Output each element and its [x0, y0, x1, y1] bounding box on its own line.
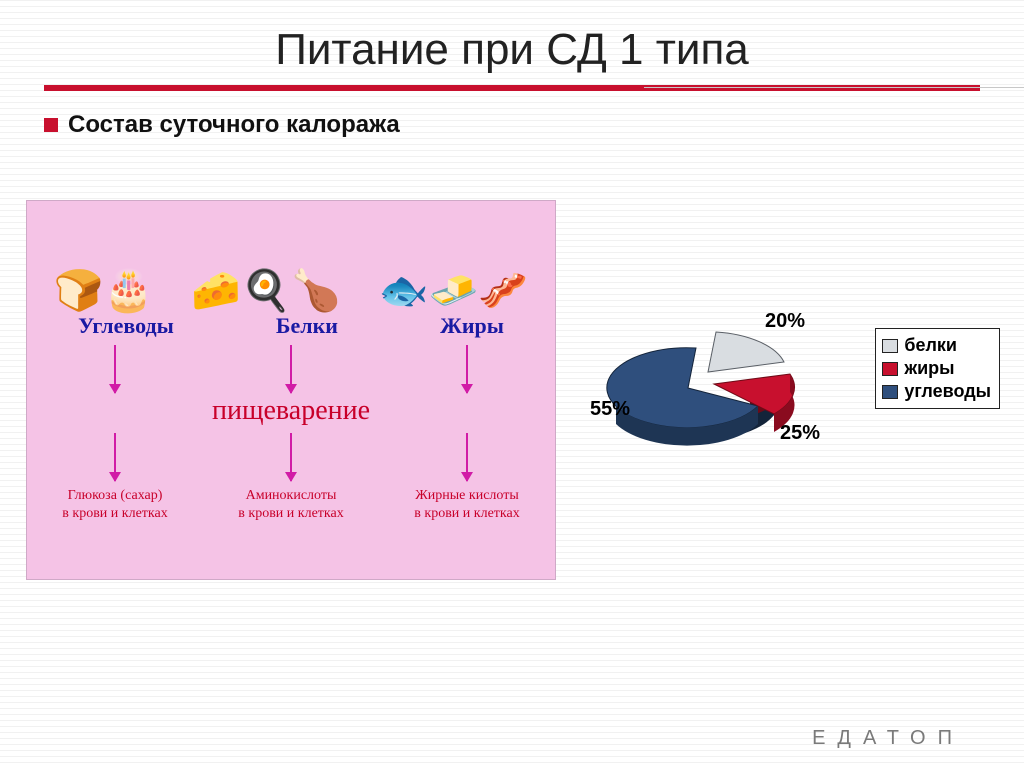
legend-item-proteins: белки	[882, 335, 991, 356]
protein-foods-icon: 🧀🍳🍗	[191, 271, 340, 311]
legend-label: углеводы	[904, 381, 991, 402]
digestion-label: пищеварение	[27, 395, 555, 427]
legend-item-fats: жиры	[882, 358, 991, 379]
watermark: ЕДАТОП	[812, 727, 964, 750]
arrow-down-icon	[114, 345, 116, 393]
title-underline	[0, 85, 1024, 91]
bullet-icon	[44, 118, 58, 132]
legend-item-carbs: углеводы	[882, 381, 991, 402]
pie-legend: белки жиры углеводы	[875, 328, 1000, 409]
legend-label: жиры	[904, 358, 954, 379]
category-proteins: Белки	[276, 313, 338, 339]
pie-label-25: 25%	[780, 422, 820, 445]
pie-label-20: 20%	[765, 310, 805, 333]
arrow-down-icon	[466, 345, 468, 393]
subtitle: Состав суточного калоража	[68, 111, 400, 139]
carb-foods-icon: 🍞🎂	[54, 271, 154, 311]
legend-swatch	[882, 362, 898, 376]
category-carbs: Углеводы	[78, 313, 174, 339]
nutrition-panel: 🍞🎂 🧀🍳🍗 🐟🧈🥓 Углеводы Белки Жиры пищеварен…	[26, 200, 556, 580]
arrow-down-icon	[466, 433, 468, 481]
legend-swatch	[882, 385, 898, 399]
result-fats: Жирные кислотыв крови и клетках	[387, 487, 547, 522]
legend-label: белки	[904, 335, 957, 356]
arrow-down-icon	[290, 433, 292, 481]
legend-swatch	[882, 339, 898, 353]
category-fats: Жиры	[440, 313, 504, 339]
subtitle-row: Состав суточного калоража	[0, 91, 1024, 147]
arrow-down-icon	[114, 433, 116, 481]
arrow-down-icon	[290, 345, 292, 393]
pie-label-55: 55%	[590, 398, 630, 421]
result-proteins: Аминокислотыв крови и клетках	[211, 487, 371, 522]
result-carbs: Глюкоза (сахар)в крови и клетках	[35, 487, 195, 522]
fat-foods-icon: 🐟🧈🥓	[379, 271, 528, 311]
page-title: Питание при СД 1 типа	[0, 0, 1024, 85]
pie-chart-block: 55% 20% 25% белки жиры углеводы	[590, 310, 1000, 480]
